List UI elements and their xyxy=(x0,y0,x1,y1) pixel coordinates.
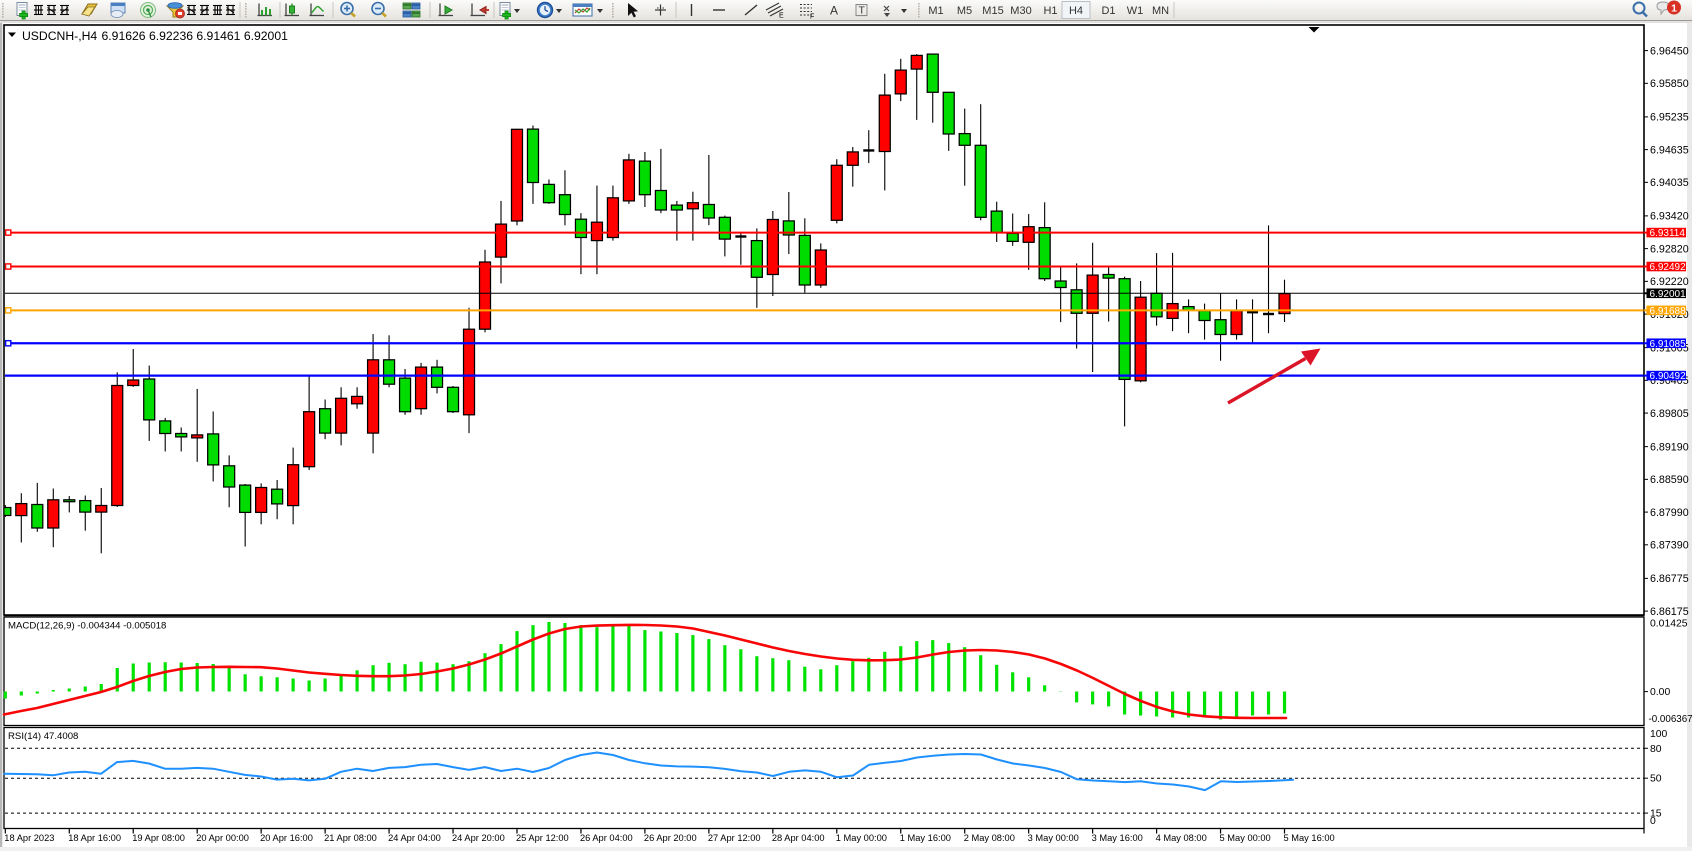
svg-text:6.89190: 6.89190 xyxy=(1650,441,1689,453)
svg-text:6.87390: 6.87390 xyxy=(1650,540,1689,552)
svg-text:1: 1 xyxy=(1671,3,1677,15)
svg-text:6.94035: 6.94035 xyxy=(1650,177,1689,189)
svg-text:2 May 08:00: 2 May 08:00 xyxy=(964,833,1015,843)
svg-text:26 Apr 20:00: 26 Apr 20:00 xyxy=(644,833,697,843)
svg-text:MACD(12,26,9) -0.004344 -0.005: MACD(12,26,9) -0.004344 -0.005018 xyxy=(8,621,166,632)
svg-text:15: 15 xyxy=(1650,809,1662,820)
svg-text:T: T xyxy=(859,5,866,17)
svg-text:6.89805: 6.89805 xyxy=(1650,408,1689,420)
svg-text:M5: M5 xyxy=(957,5,972,17)
svg-text:W1: W1 xyxy=(1127,5,1144,17)
svg-text:18 Apr 16:00: 18 Apr 16:00 xyxy=(68,833,121,843)
svg-text:1 May 16:00: 1 May 16:00 xyxy=(900,833,951,843)
svg-text:4 May 08:00: 4 May 08:00 xyxy=(1156,833,1207,843)
svg-text:0: 0 xyxy=(1650,816,1656,827)
svg-text:6.92001: 6.92001 xyxy=(1650,289,1687,300)
svg-text:6.92492: 6.92492 xyxy=(1650,262,1687,273)
svg-text:6.93420: 6.93420 xyxy=(1650,211,1689,223)
svg-text:80: 80 xyxy=(1650,744,1662,755)
svg-text:0.01425: 0.01425 xyxy=(1650,619,1688,630)
svg-text:H4: H4 xyxy=(1069,5,1083,17)
svg-text:19 Apr 08:00: 19 Apr 08:00 xyxy=(132,833,185,843)
svg-text:6.90492: 6.90492 xyxy=(1650,371,1687,382)
svg-text:20 Apr 00:00: 20 Apr 00:00 xyxy=(196,833,249,843)
svg-text:D1: D1 xyxy=(1101,5,1115,17)
svg-text:5 May 16:00: 5 May 16:00 xyxy=(1284,833,1335,843)
svg-text:M30: M30 xyxy=(1010,5,1031,17)
svg-text:1 May 00:00: 1 May 00:00 xyxy=(836,833,887,843)
svg-text:F: F xyxy=(810,14,814,21)
svg-text:24 Apr 04:00: 24 Apr 04:00 xyxy=(388,833,441,843)
svg-text:6.92220: 6.92220 xyxy=(1650,276,1689,288)
svg-text:6.94635: 6.94635 xyxy=(1650,144,1689,156)
svg-text:A: A xyxy=(830,4,838,18)
svg-text:6.91688: 6.91688 xyxy=(1650,306,1687,317)
svg-text:6.86775: 6.86775 xyxy=(1650,573,1689,585)
svg-text:6.96450: 6.96450 xyxy=(1650,45,1689,57)
svg-text:28 Apr 04:00: 28 Apr 04:00 xyxy=(772,833,825,843)
svg-text:E: E xyxy=(779,13,784,20)
svg-text:M15: M15 xyxy=(982,5,1003,17)
svg-text:21 Apr 08:00: 21 Apr 08:00 xyxy=(324,833,377,843)
svg-text:H1: H1 xyxy=(1043,5,1057,17)
svg-text:24 Apr 20:00: 24 Apr 20:00 xyxy=(452,833,505,843)
svg-text:USDCNH-,H4: USDCNH-,H4 xyxy=(22,29,97,43)
svg-text:18 Apr 2023: 18 Apr 2023 xyxy=(4,833,54,843)
svg-text:6.95850: 6.95850 xyxy=(1650,78,1689,90)
svg-text:100: 100 xyxy=(1650,729,1668,740)
svg-text:6.86175: 6.86175 xyxy=(1650,606,1689,618)
svg-text:6.88590: 6.88590 xyxy=(1650,474,1689,486)
svg-text:6.95235: 6.95235 xyxy=(1650,112,1689,124)
svg-text:MN: MN xyxy=(1152,5,1169,17)
svg-text:3 May 16:00: 3 May 16:00 xyxy=(1092,833,1143,843)
svg-text:M1: M1 xyxy=(928,5,943,17)
svg-text:27 Apr 12:00: 27 Apr 12:00 xyxy=(708,833,761,843)
svg-text:26 Apr 04:00: 26 Apr 04:00 xyxy=(580,833,633,843)
svg-text:6.87990: 6.87990 xyxy=(1650,507,1689,519)
svg-text:50: 50 xyxy=(1650,774,1662,785)
svg-text:6.91626 6.92236 6.91461 6.9200: 6.91626 6.92236 6.91461 6.92001 xyxy=(102,29,289,43)
svg-text:RSI(14) 47.4008: RSI(14) 47.4008 xyxy=(8,731,78,742)
svg-text:5 May 00:00: 5 May 00:00 xyxy=(1220,833,1271,843)
svg-text:25 Apr 12:00: 25 Apr 12:00 xyxy=(516,833,569,843)
svg-text:6.93114: 6.93114 xyxy=(1650,228,1686,239)
svg-text:-0.006367: -0.006367 xyxy=(1649,714,1692,725)
svg-text:3 May 00:00: 3 May 00:00 xyxy=(1028,833,1079,843)
svg-text:20 Apr 16:00: 20 Apr 16:00 xyxy=(260,833,313,843)
svg-text:6.92820: 6.92820 xyxy=(1650,243,1689,255)
svg-text:0.00: 0.00 xyxy=(1650,687,1670,698)
svg-text:6.91085: 6.91085 xyxy=(1650,339,1687,350)
